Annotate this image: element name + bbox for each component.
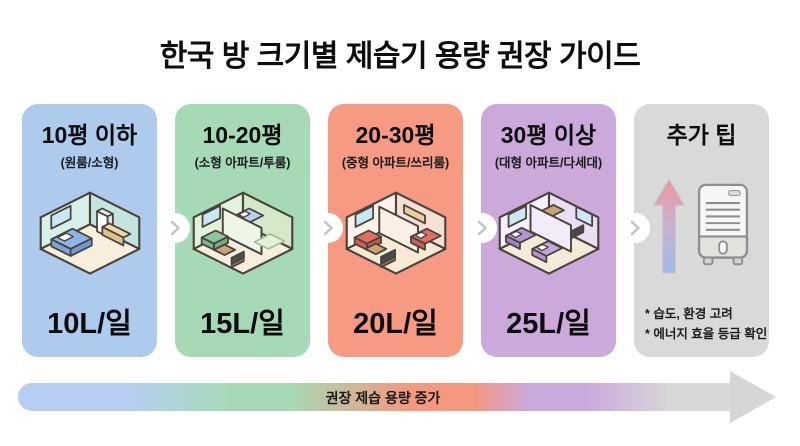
tips-notes: * 습도, 환경 고려 * 에너지 효율 등급 확인 xyxy=(645,304,768,344)
studio-room-illustration xyxy=(22,176,157,292)
card-type-label: (대형 아파트/다세대) xyxy=(494,156,603,171)
card-size-label: 30평 이상 xyxy=(500,122,597,148)
isometric-three-room-icon xyxy=(345,191,446,275)
isometric-large-apartment-icon xyxy=(498,191,599,275)
capacity-flow-arrow: 권장 제습 용량 증가 xyxy=(18,368,780,426)
tips-title: 추가 팁 xyxy=(666,122,737,148)
isometric-two-room-icon xyxy=(192,191,293,275)
card-size-label: 20-30평 xyxy=(355,122,436,148)
card-size-label: 10-20평 xyxy=(202,122,283,148)
tips-note-energy: * 에너지 효율 등급 확인 xyxy=(645,327,768,341)
gradient-arrow-graphic xyxy=(18,371,776,423)
isometric-studio-room-icon xyxy=(39,191,140,275)
card-capacity-label: 20L/일 xyxy=(353,308,438,340)
chevron-right-icon xyxy=(467,213,497,243)
card-type-label: (중형 아파트/쓰리룸) xyxy=(341,156,450,171)
large-apartment-illustration xyxy=(481,176,616,292)
card-20-30pyeong: 20-30평 (중형 아파트/쓰리룸) xyxy=(328,104,463,357)
card-capacity-label: 15L/일 xyxy=(200,308,285,340)
card-capacity-label: 10L/일 xyxy=(47,308,132,340)
tips-icons xyxy=(634,170,769,282)
flow-arrow-label: 권장 제습 용량 증가 xyxy=(325,390,441,406)
three-room-apartment-illustration xyxy=(328,176,463,292)
card-type-label: (소형 아파트/투룸) xyxy=(194,156,291,171)
two-room-apartment-illustration xyxy=(175,176,310,292)
chevron-right-icon xyxy=(620,213,650,243)
chevron-right-icon xyxy=(313,213,343,243)
tips-note-humidity: * 습도, 환경 고려 xyxy=(645,307,733,321)
capacity-up-arrow-icon xyxy=(653,179,685,274)
card-10pyeong-or-less: 10평 이하 (원룸/소형) xyxy=(22,104,157,357)
card-size-label: 10평 이하 xyxy=(41,122,138,148)
card-extra-tips: 추가 팁 xyxy=(634,104,769,357)
dehumidifier-icon xyxy=(697,184,749,266)
card-capacity-label: 25L/일 xyxy=(506,308,591,340)
chevron-right-icon xyxy=(160,213,190,243)
size-guide-cards: 10평 이하 (원룸/소형) xyxy=(22,104,769,357)
card-10-20pyeong: 10-20평 (소형 아파트/투룸) xyxy=(175,104,310,357)
card-30pyeong-plus: 30평 이상 (대형 아파트/다세대) xyxy=(481,104,616,357)
page-title: 한국 방 크기별 제습기 용량 권장 가이드 xyxy=(159,40,641,73)
card-type-label: (원룸/소형) xyxy=(60,156,119,171)
